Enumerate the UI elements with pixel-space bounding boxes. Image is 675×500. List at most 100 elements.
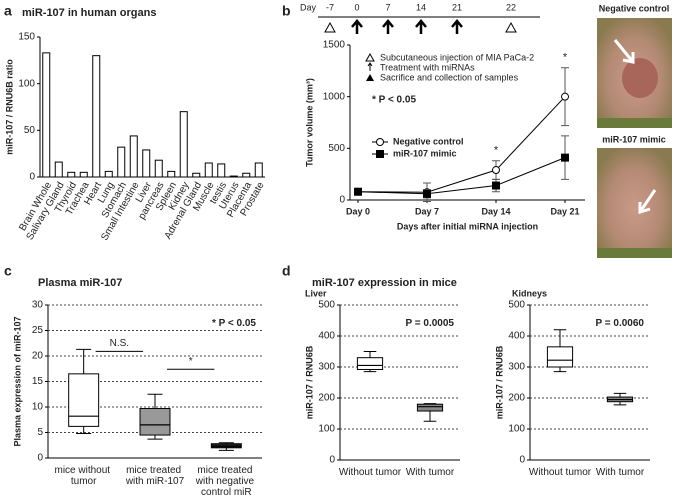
bar xyxy=(242,172,251,178)
series-line xyxy=(357,157,566,195)
marker xyxy=(423,189,431,198)
panel-letter: c xyxy=(4,263,12,279)
significance-star: * xyxy=(494,145,499,157)
timeline-day: -7 xyxy=(326,2,334,12)
y-tick-label: 100 xyxy=(18,78,35,89)
significance-star: * xyxy=(563,52,568,64)
y-tick-label: 500 xyxy=(328,143,345,154)
panel-letter: b xyxy=(282,3,291,19)
bar xyxy=(79,171,88,178)
legend-label: Negative control xyxy=(393,136,464,146)
photo-label: miR-107 mimic xyxy=(602,134,666,144)
x-axis-label: Days after initial miRNA injection xyxy=(397,221,538,231)
x-tick-label: mice treated with negative control miR xyxy=(195,465,257,498)
y-tick-label: 300 xyxy=(508,362,525,373)
bar xyxy=(254,162,263,178)
bar xyxy=(204,162,213,178)
photos: Negative control miR-107 mimic xyxy=(597,3,672,258)
bar xyxy=(154,159,163,178)
x-tick-label: mice treated with miR-107 xyxy=(125,465,185,487)
marker xyxy=(492,166,500,175)
legend-symbol xyxy=(366,74,374,81)
significance-note: * P < 0.05 xyxy=(212,318,256,329)
bar xyxy=(229,175,238,178)
panel-letter: d xyxy=(282,263,291,279)
bar xyxy=(179,111,188,178)
y-tick-label: 0 xyxy=(519,455,525,466)
box xyxy=(546,346,574,368)
box xyxy=(416,403,444,412)
legend-marker xyxy=(376,138,384,146)
panel-letter: a xyxy=(4,3,12,19)
comparison-label: N.S. xyxy=(110,338,129,349)
panel-title: Plasma miR-107 xyxy=(38,277,122,289)
x-tick-label: Day 7 xyxy=(415,206,439,216)
legend-label: miR-107 mimic xyxy=(393,148,457,158)
bar xyxy=(117,146,126,178)
x-tick-label: mice without tumor xyxy=(54,465,112,487)
y-tick-label: 150 xyxy=(18,32,35,43)
timeline-day: 21 xyxy=(452,2,462,12)
timeline-legend: Treatment with miRNAs xyxy=(380,62,475,72)
y-tick-label: 0 xyxy=(37,453,43,464)
y-tick-label: 100 xyxy=(318,424,335,435)
subplot-title: Liver xyxy=(305,288,327,298)
marker xyxy=(561,92,569,101)
y-axis-label: Tumor volume (mm³) xyxy=(304,78,314,167)
y-tick-label: 100 xyxy=(508,424,525,435)
x-tick-label: Day 21 xyxy=(550,206,579,216)
y-axis-label: Plasma expression of miR-107 xyxy=(12,316,22,446)
y-tick-label: 0 xyxy=(339,195,345,206)
legend-symbol xyxy=(365,52,375,62)
y-tick-label: 400 xyxy=(318,331,335,342)
timeline-legend: Subcutaneous injection of MIA PaCa-2 xyxy=(380,52,534,62)
bar xyxy=(167,170,176,178)
timeline-day: 14 xyxy=(416,2,426,12)
box xyxy=(68,373,100,427)
bar xyxy=(142,149,151,178)
legend-symbol xyxy=(367,62,373,71)
marker xyxy=(561,153,569,162)
significance-note: * P < 0.05 xyxy=(372,95,416,106)
series-line xyxy=(357,96,566,193)
x-tick-label: Without tumor xyxy=(529,467,592,478)
timeline: Day -7 0 7 14 21 22 Subcutaneous injecti… xyxy=(300,2,540,82)
injection-symbol xyxy=(324,21,517,33)
photo-arrow xyxy=(638,189,657,215)
y-tick-label: 500 xyxy=(508,300,525,311)
y-tick-label: 500 xyxy=(318,300,335,311)
y-tick-label: 1500 xyxy=(323,40,346,51)
y-tick-label: 400 xyxy=(508,331,525,342)
y-tick-label: 1000 xyxy=(323,91,346,102)
photo xyxy=(597,148,672,258)
panel-title: miR-107 in human organs xyxy=(22,7,156,19)
marker xyxy=(492,181,500,190)
x-tick-label: Day 0 xyxy=(346,206,370,216)
x-tick-label: With tumor xyxy=(406,467,455,478)
box xyxy=(139,408,171,436)
bar xyxy=(54,161,63,178)
photo-label: Negative control xyxy=(599,3,670,13)
comparison-label: * xyxy=(189,356,193,367)
x-tick-label: Without tumor xyxy=(339,467,402,478)
y-tick-label: 50 xyxy=(24,125,36,136)
bar xyxy=(217,163,226,178)
photo-tumor xyxy=(622,58,658,98)
y-tick-label: 10 xyxy=(32,402,44,413)
significance-note: P = 0.0005 xyxy=(406,318,455,329)
y-tick-label: 0 xyxy=(29,172,35,183)
bar xyxy=(67,171,76,178)
photo-ground xyxy=(597,118,672,128)
y-axis-label: miR-107 / RNU6B ratio xyxy=(4,59,14,155)
significance-note: P = 0.0060 xyxy=(596,318,645,329)
x-tick-label: With tumor xyxy=(596,467,645,478)
bar xyxy=(104,170,113,178)
y-tick-label: 300 xyxy=(318,362,335,373)
y-tick-label: 200 xyxy=(508,393,525,404)
y-tick-label: 200 xyxy=(318,393,335,404)
x-tick-label: Day 14 xyxy=(481,206,510,216)
bar xyxy=(192,172,201,178)
y-axis-label: miR-107 / RNU6B xyxy=(494,345,504,419)
y-tick-label: 25 xyxy=(32,325,44,336)
